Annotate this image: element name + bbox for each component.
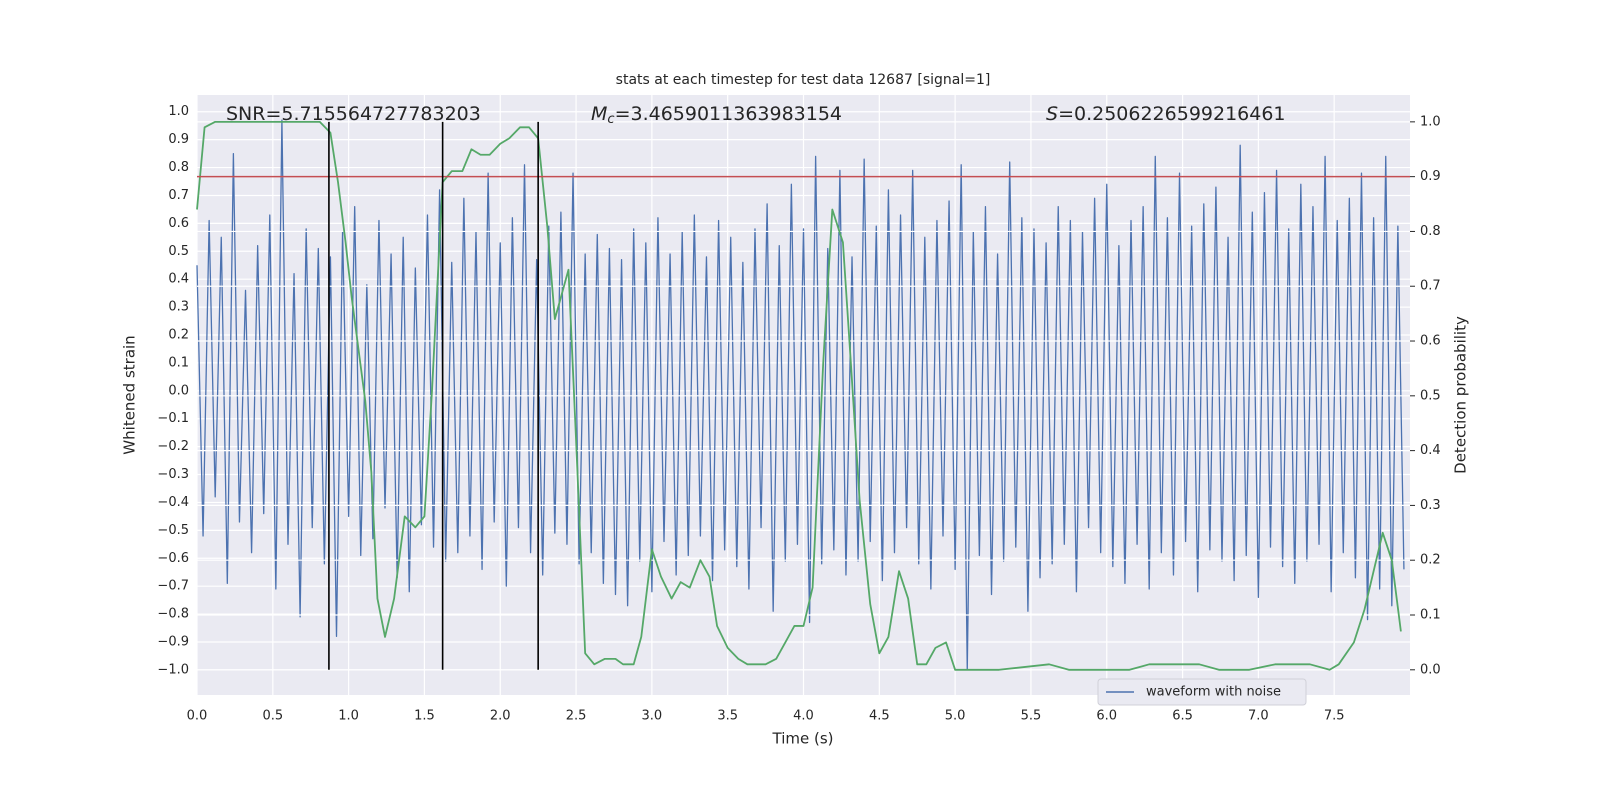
y2-tick-label: 0.2 [1420,553,1441,568]
annotation-text: =0.2506226599216461 [1058,103,1285,125]
annotation-symbol: S [1046,103,1058,125]
annotation: SNR=5.715564727783203 [226,103,481,125]
y2-tick-label: 0.8 [1420,224,1441,239]
y2-tick-label: 0.5 [1420,388,1441,403]
y2-tick-label: 1.0 [1420,114,1441,129]
chart-title: stats at each timestep for test data 126… [616,72,991,88]
y2-tick-label: 0.0 [1420,662,1441,677]
y-tick-label: −0.1 [157,411,189,426]
y-tick-label: 0.9 [168,132,189,147]
x-tick-label: 0.5 [262,709,283,724]
y2-tick-label: 0.4 [1420,443,1441,458]
legend-label: waveform with noise [1146,685,1281,700]
y2-tick-label: 0.7 [1420,279,1441,294]
y-tick-label: 0.2 [168,328,189,343]
x-tick-label: 4.5 [869,709,890,724]
y-tick-label: 0.8 [168,160,189,175]
y-tick-label: 0.0 [168,383,189,398]
x-tick-label: 3.5 [717,709,738,724]
y-tick-label: 0.1 [168,355,189,370]
annotation-symbol: M [591,103,607,125]
y-tick-label: −0.2 [157,439,189,454]
y-tick-label: −0.9 [157,634,189,649]
y-tick-label: 0.6 [168,216,189,231]
x-tick-label: 6.0 [1096,709,1117,724]
y-tick-label: −0.3 [157,467,189,482]
y-axis-label: Whitened strain [121,335,139,454]
y2-tick-label: 0.1 [1420,608,1441,623]
x-tick-label: 1.5 [414,709,435,724]
annotation-text: SNR=5.715564727783203 [226,103,481,125]
x-tick-label: 5.0 [945,709,966,724]
x-tick-label: 7.5 [1324,709,1345,724]
legend-box [1097,678,1307,706]
annotation-text: =3.4659011363983154 [615,103,842,125]
x-tick-label: 2.5 [566,709,587,724]
annotation-subscript: c [607,112,614,127]
y2-tick-label: 0.6 [1420,334,1441,349]
legend: waveform with noise [1097,678,1307,706]
x-tick-label: 5.5 [1021,709,1042,724]
x-tick-label: 6.5 [1172,709,1193,724]
x-tick-label: 7.0 [1248,709,1269,724]
annotation: S=0.2506226599216461 [1046,103,1286,125]
y-tick-label: −0.6 [157,551,189,566]
y-tick-label: 0.4 [168,272,189,287]
y-tick-label: 0.3 [168,300,189,315]
y-tick-label: −1.0 [157,662,189,677]
x-axis-label: Time (s) [772,730,834,748]
annotation: Mc=3.4659011363983154 [591,103,842,127]
y2-tick-label: 0.3 [1420,498,1441,513]
x-tick-label: 3.0 [642,709,663,724]
y-tick-label: 0.7 [168,188,189,203]
x-tick-label: 0.0 [187,709,208,724]
y-tick-label: −0.4 [157,495,189,510]
y-tick-label: 0.5 [168,244,189,259]
x-tick-label: 4.0 [793,709,814,724]
y2-tick-label: 0.9 [1420,169,1441,184]
x-tick-label: 2.0 [490,709,511,724]
y-tick-label: 1.0 [168,104,189,119]
y-tick-label: −0.5 [157,523,189,538]
series-line [196,119,1405,671]
x-tick-label: 1.0 [338,709,359,724]
y-tick-label: −0.8 [157,607,189,622]
y2-axis-label: Detection probability [1452,316,1470,474]
y-tick-label: −0.7 [157,579,189,594]
series-line [196,120,1402,671]
